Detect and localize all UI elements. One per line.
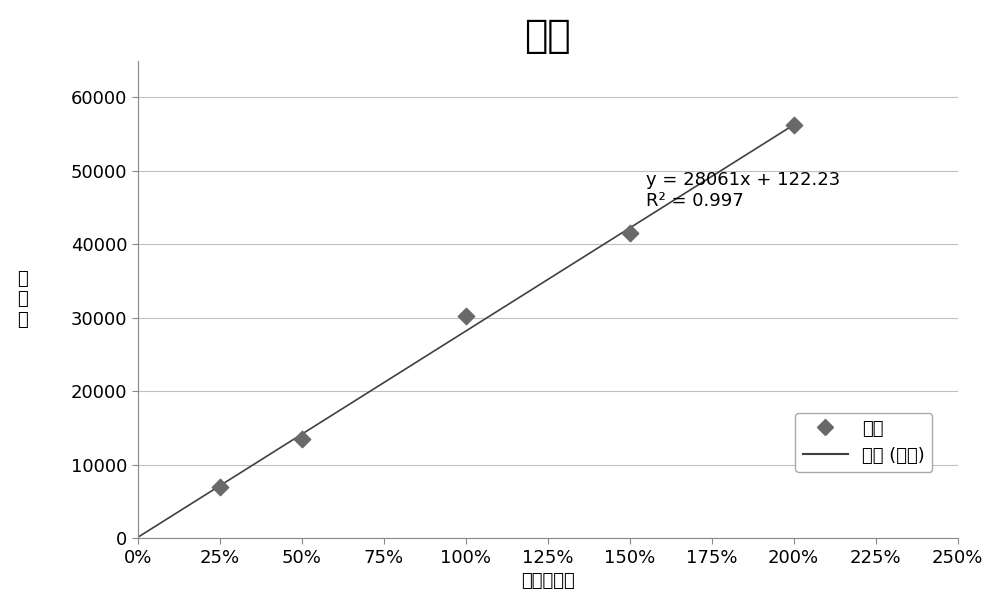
Point [786,120,802,130]
X-axis label: 与限度比值: 与限度比值 [521,572,574,591]
Point [458,311,474,321]
Point [294,434,310,444]
Text: y = 28061x + 122.23
R² = 0.997: y = 28061x + 122.23 R² = 0.997 [646,171,840,209]
Legend: 甲胺, 线性 (甲胺): 甲胺, 线性 (甲胺) [795,413,932,472]
Point [212,482,228,492]
Y-axis label: 峰
面
积: 峰 面 积 [17,270,27,329]
Point [622,228,638,238]
Title: 甲胺: 甲胺 [524,16,571,55]
